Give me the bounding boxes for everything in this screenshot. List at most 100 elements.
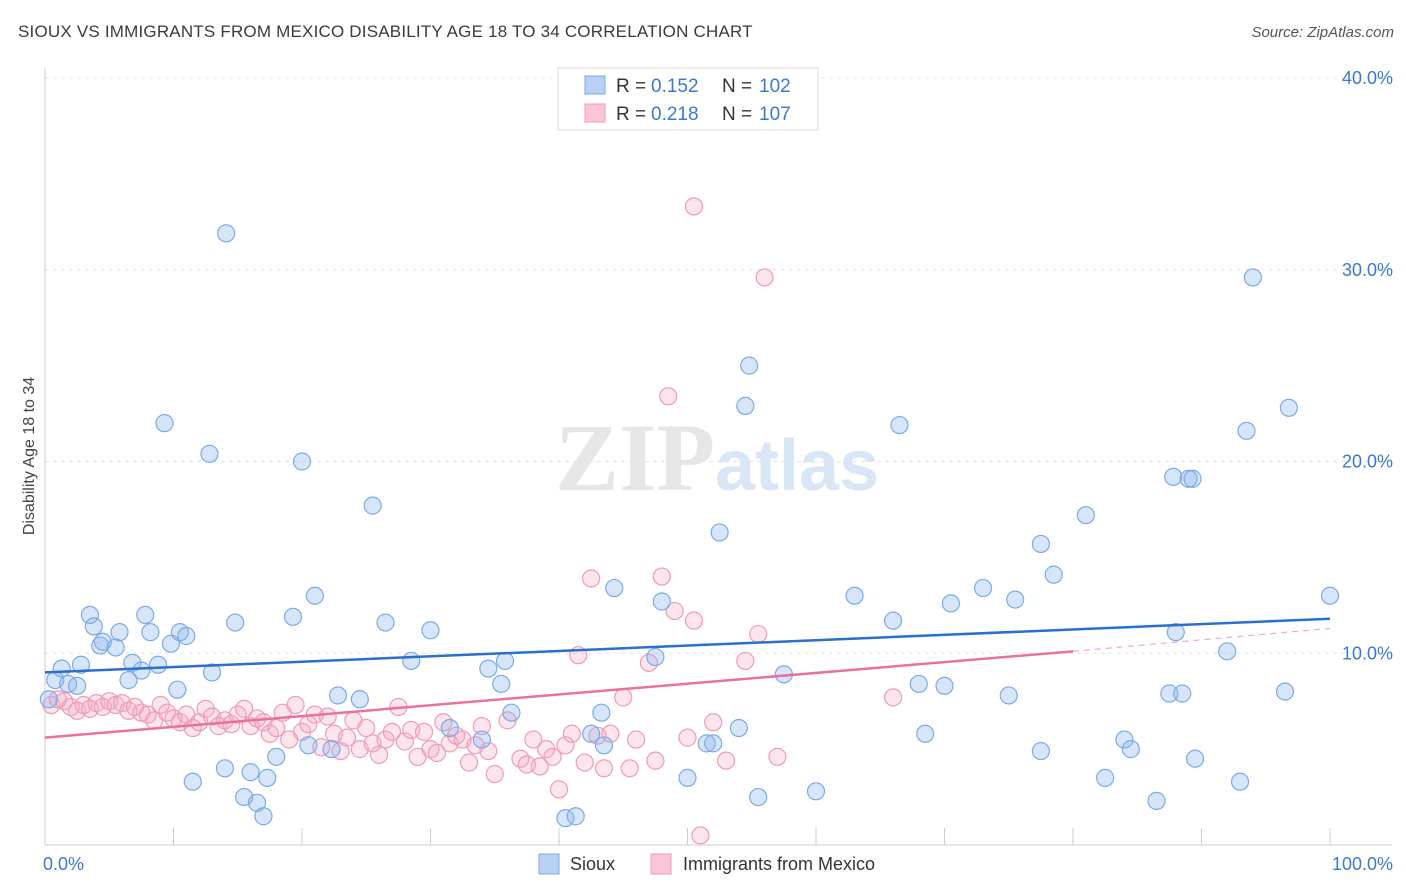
sioux-point <box>1166 623 1185 642</box>
mexico-point <box>556 736 575 755</box>
sioux-point <box>973 578 993 598</box>
legend-bottom: Sioux Immigrants from Mexico <box>538 853 875 875</box>
sioux-point <box>71 655 91 674</box>
sioux-point <box>592 703 611 722</box>
sioux-point <box>183 772 202 791</box>
legend-sioux-r-label: R = <box>616 76 646 97</box>
sioux-point <box>472 730 491 749</box>
sioux-point <box>502 703 521 722</box>
mexico-point <box>543 747 562 766</box>
sioux-point <box>1076 506 1095 525</box>
legend-sioux-n-value: 102 <box>759 76 791 97</box>
chart-title: SIOUX VS IMMIGRANTS FROM MEXICO DISABILI… <box>18 22 753 41</box>
sioux-point <box>883 611 903 630</box>
sioux-point <box>132 661 151 680</box>
sioux-point <box>1147 791 1166 810</box>
sioux-point <box>704 734 723 753</box>
mexico-point <box>395 732 414 751</box>
sioux-point <box>322 740 341 759</box>
mexico-point <box>267 718 286 738</box>
sioux-point <box>200 444 219 463</box>
mexico-point <box>286 695 305 715</box>
sioux-point <box>1243 268 1263 287</box>
legend-mexico-r-value: 0.218 <box>651 104 699 125</box>
x-tick-label: 100.0% <box>1332 854 1393 874</box>
sioux-point <box>68 676 87 695</box>
mexico-point <box>601 724 620 743</box>
sioux-point <box>1179 469 1198 488</box>
sioux-point <box>1031 534 1050 554</box>
mexico-point <box>575 753 594 772</box>
mexico-point <box>524 730 543 749</box>
mexico-point <box>736 651 755 671</box>
sioux-point <box>141 623 160 642</box>
sioux-point <box>283 607 303 626</box>
sioux-point <box>1121 740 1140 759</box>
sioux-point <box>678 768 697 787</box>
sioux-point <box>155 414 174 433</box>
sioux-point <box>845 586 864 605</box>
sioux-point <box>1096 768 1115 787</box>
sioux-point <box>740 356 759 375</box>
mexico-point <box>337 728 357 747</box>
mexico-point <box>691 826 710 845</box>
x-tick-label: 0.0% <box>43 854 84 874</box>
mexico-point <box>704 713 723 732</box>
sioux-point <box>292 452 312 471</box>
chart-source: Source: ZipAtlas.com <box>1251 24 1394 41</box>
watermark-zip: ZIP <box>555 404 715 511</box>
sioux-point <box>594 736 614 755</box>
y-tick-label: 20.0% <box>1342 452 1393 472</box>
sioux-point <box>106 638 125 657</box>
sioux-point <box>305 586 324 605</box>
legend-mexico-n-value: 107 <box>759 104 791 125</box>
mexico-point <box>414 722 434 741</box>
mexico-trend-extension <box>1072 627 1331 652</box>
sioux-point <box>226 613 245 632</box>
mexico-point <box>222 715 241 734</box>
sioux-point <box>148 655 168 674</box>
sioux-point <box>52 659 71 678</box>
sioux-point <box>136 605 155 625</box>
mexico-point <box>684 611 704 630</box>
sioux-point <box>217 224 236 243</box>
mexico-point <box>678 728 697 747</box>
mexico-point <box>318 707 337 726</box>
mexico-point <box>427 743 447 763</box>
sioux-point <box>749 787 768 807</box>
legend-bottom-sioux-swatch <box>538 853 560 875</box>
sioux-point <box>363 496 382 515</box>
legend-mexico-n-label: N = <box>722 104 752 125</box>
sioux-point <box>241 763 260 782</box>
mexico-point <box>235 699 254 718</box>
sioux-point <box>350 690 369 709</box>
y-tick-label: 30.0% <box>1342 260 1393 280</box>
sioux-point <box>1320 586 1340 605</box>
mexico-points <box>42 197 903 845</box>
sioux-point <box>605 578 624 598</box>
legend-sioux-swatch <box>584 75 606 95</box>
legend-sioux-r-value: 0.152 <box>651 76 699 97</box>
mexico-point <box>883 688 903 707</box>
mexico-point <box>626 730 646 749</box>
legend-bottom-sioux-label: Sioux <box>570 854 615 874</box>
sioux-point <box>1164 467 1183 486</box>
sioux-point <box>806 782 826 801</box>
sioux-point <box>119 670 138 690</box>
sioux-point <box>646 647 665 667</box>
sioux-trend-line <box>44 617 1331 674</box>
mexico-point <box>549 780 569 799</box>
sioux-point <box>1006 590 1025 609</box>
sioux-point <box>110 623 129 642</box>
mexico-point <box>485 764 504 784</box>
sioux-point <box>736 396 755 415</box>
sioux-point <box>652 592 671 611</box>
sioux-point <box>202 663 222 682</box>
sioux-point <box>39 690 58 709</box>
sioux-point <box>1230 772 1250 791</box>
y-tick-label: 10.0% <box>1342 643 1393 663</box>
mexico-point <box>755 268 774 287</box>
sioux-point <box>1183 469 1202 488</box>
sioux-point <box>402 651 421 671</box>
sioux-point <box>697 734 716 753</box>
